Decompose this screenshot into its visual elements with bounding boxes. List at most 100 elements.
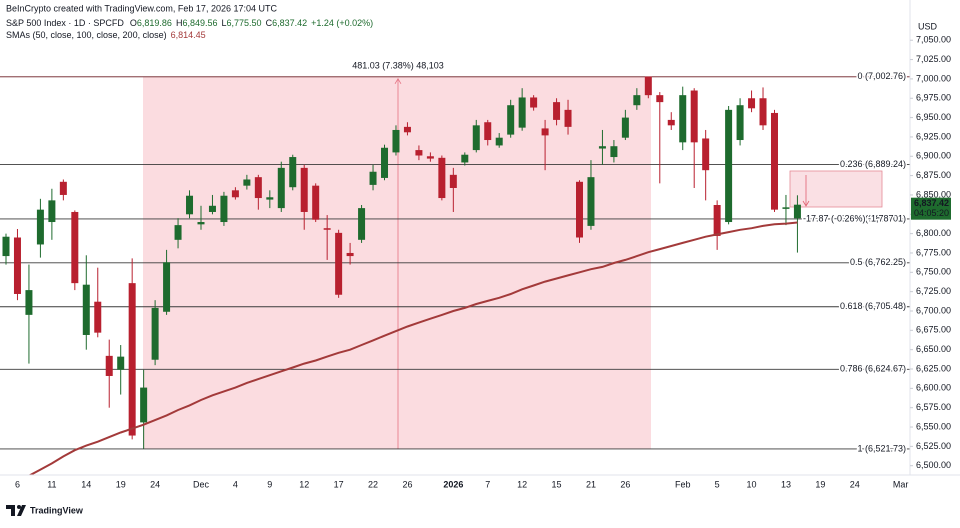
countdown-label: 04:05:20 <box>914 208 949 218</box>
x-tick-label: 4 <box>233 479 238 489</box>
ohlc-value: 6,837.42 <box>272 18 307 28</box>
ohlc-key: H <box>176 18 183 28</box>
fib-label: 0.382 (6,819.01) <box>840 213 906 223</box>
y-tick-label: 6,600.00 <box>916 383 951 393</box>
y-tick-label: 6,750.00 <box>916 267 951 277</box>
candle-body <box>610 146 618 158</box>
x-tick-label: 6 <box>15 479 20 489</box>
candle-body <box>151 307 159 360</box>
candle-body <box>197 222 205 225</box>
x-tick-label: 11 <box>47 479 56 489</box>
y-tick-label: 6,850.00 <box>916 189 951 199</box>
y-tick-label: 6,875.00 <box>916 170 951 180</box>
candle-body <box>392 129 400 153</box>
candle-body <box>82 284 90 335</box>
candle-body <box>48 200 56 223</box>
candle-body <box>587 177 595 226</box>
candle-body <box>381 147 389 178</box>
candle-body <box>656 95 664 103</box>
candle-body <box>231 190 239 198</box>
plot-area <box>2 76 801 475</box>
candle-body <box>36 209 44 245</box>
sma-value: 6,814.45 <box>171 30 206 40</box>
candle-body <box>461 154 469 163</box>
y-tick-label: 6,800.00 <box>916 228 951 238</box>
brand-icon <box>6 505 26 516</box>
symbol-title: S&P 500 Index · 1D · SPCFD <box>6 18 124 28</box>
y-tick-label: 6,525.00 <box>916 441 951 451</box>
candle-body <box>484 122 492 141</box>
y-tick-label: 6,975.00 <box>916 93 951 103</box>
credit: BeInCrypto created with TradingView.com,… <box>6 3 277 13</box>
ohlc-legend: S&P 500 Index · 1D · SPCFD O6,819.86 H6,84… <box>6 18 373 28</box>
price-tag <box>911 197 951 220</box>
fib-label: 0.5 (6,762.25) <box>850 257 906 267</box>
ohlc-key: C <box>266 18 273 28</box>
candle-body <box>690 90 698 143</box>
candle-body <box>128 283 136 436</box>
y-tick-label: 6,675.00 <box>916 325 951 335</box>
candle-body <box>312 185 320 220</box>
candle-body <box>679 95 687 143</box>
candle-body <box>530 97 538 108</box>
candle-body <box>300 167 308 212</box>
measure-box-small <box>789 170 883 208</box>
x-tick-label: 2026 <box>443 479 463 489</box>
measure-arrowhead-small <box>802 200 810 207</box>
brand-logo: TradingView <box>6 505 84 516</box>
fib-label: 1 (6,521.73) <box>857 443 906 453</box>
x-tick-label: 17 <box>334 479 344 489</box>
ohlc-key: O <box>130 18 137 28</box>
price-tag-label: 6,837.42 <box>914 198 949 208</box>
candle-body <box>518 97 526 128</box>
candle-body <box>323 228 331 230</box>
ohlc-change: +1.24 (+0.02%) <box>311 18 373 28</box>
candle-body <box>94 301 102 333</box>
x-tick-label: 21 <box>586 479 596 489</box>
candle-body <box>105 355 113 376</box>
candle-body <box>369 171 377 185</box>
x-tick-label: Mar <box>893 479 909 489</box>
candle-body <box>770 112 778 210</box>
candle-body <box>576 181 583 238</box>
candle-body <box>702 138 710 171</box>
candle-body <box>71 211 79 284</box>
candle-body <box>254 177 262 199</box>
ohlc-value: 6,775.50 <box>227 18 262 28</box>
candle-body <box>289 157 297 188</box>
x-tick-label: 14 <box>81 479 91 489</box>
x-tick-label: 10 <box>747 479 757 489</box>
x-tick-label: 22 <box>368 479 378 489</box>
candle-body <box>759 98 767 126</box>
candle-body <box>541 128 549 136</box>
candle-body <box>243 179 251 186</box>
sma-name: SMAs (50, close, 100, close, 200, close) <box>6 30 167 40</box>
y-tick-label: 6,575.00 <box>916 402 951 412</box>
fib-label: 0.786 (6,624.67) <box>840 364 906 374</box>
x-tick-label: 12 <box>517 479 527 489</box>
y-tick-label: 7,050.00 <box>916 35 951 45</box>
candle-body <box>220 195 228 223</box>
x-tick-label: 19 <box>815 479 825 489</box>
ohlc-key: L <box>222 18 227 28</box>
x-tick-label: 24 <box>850 479 860 489</box>
candle-body <box>346 252 354 257</box>
axes: 6,500.00 6,525.00 6,550.00 6,575.00 6,600.00… <box>15 35 951 490</box>
brand-icon-dot <box>17 505 21 509</box>
candle-body <box>472 125 480 151</box>
candle-body <box>713 205 721 236</box>
y-tick-label: 6,950.00 <box>916 112 951 122</box>
candle-body <box>174 225 182 240</box>
x-tick-label: 15 <box>552 479 562 489</box>
candle-body <box>507 105 515 135</box>
candle-body <box>553 102 561 120</box>
x-tick-label: 7 <box>485 479 490 489</box>
candle-body <box>358 208 366 240</box>
x-tick-label: 9 <box>267 479 272 489</box>
candle-body <box>186 195 194 215</box>
ohlc-value: 6,849.56 <box>182 18 217 28</box>
candle-body <box>2 236 10 257</box>
candle-body <box>667 119 675 126</box>
x-tick-label: 5 <box>715 479 720 489</box>
